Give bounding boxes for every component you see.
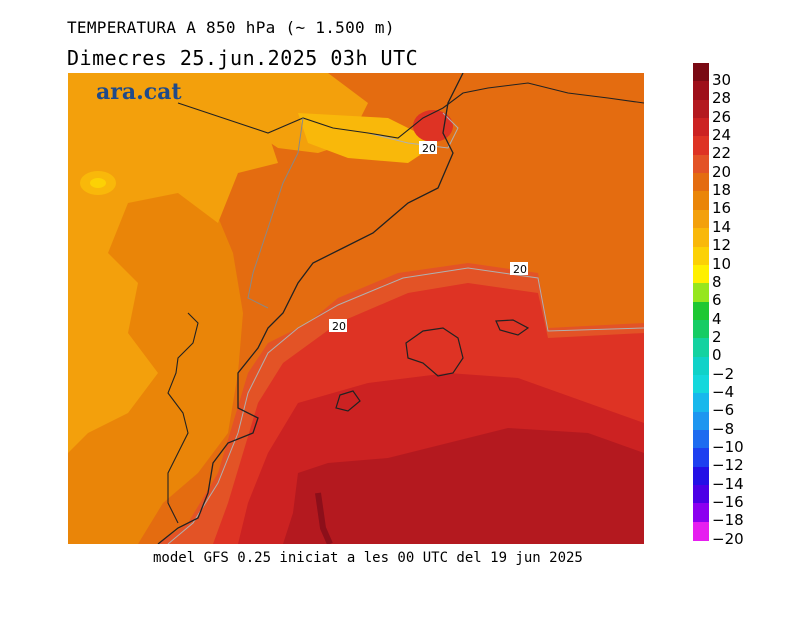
legend-label: −4	[712, 382, 735, 401]
temperature-map: 20 20 20 ara.cat	[68, 73, 644, 544]
legend-swatch	[693, 136, 709, 156]
legend-label: 8	[712, 272, 722, 291]
hotspot-ne	[413, 110, 453, 142]
legend-label: 24	[712, 126, 732, 145]
legend-swatch	[693, 99, 709, 119]
legend-swatch	[693, 319, 709, 339]
border-north	[177, 82, 644, 139]
legend-label: −2	[712, 364, 735, 383]
border-internal	[247, 117, 304, 309]
legend-label: 12	[712, 236, 732, 255]
legend-label: 16	[712, 199, 732, 218]
legend-swatch	[693, 521, 709, 541]
legend-swatch	[693, 338, 709, 358]
svg-text:20: 20	[422, 142, 436, 155]
legend-label: 30	[712, 71, 732, 89]
legend-swatch	[693, 466, 709, 486]
island-mallorca	[405, 327, 464, 377]
contour-20	[167, 267, 644, 544]
legend-swatch	[693, 228, 709, 248]
legend-swatch	[693, 393, 709, 413]
legend-label: 28	[712, 89, 732, 108]
legend-label: 22	[712, 144, 732, 163]
warm-tongue	[315, 492, 333, 544]
legend-swatch	[693, 63, 709, 82]
legend-swatch	[693, 246, 709, 266]
legend-swatch	[693, 81, 709, 101]
border-west	[167, 312, 199, 524]
legend-swatch	[693, 118, 709, 138]
legend-swatch	[693, 485, 709, 505]
legend-label: 0	[712, 346, 722, 365]
legend-swatch	[693, 301, 709, 321]
svg-text:20: 20	[332, 320, 346, 333]
legend-label: −8	[712, 419, 735, 438]
island-menorca	[495, 319, 530, 336]
legend-label: −18	[712, 511, 744, 530]
band-10-12	[298, 113, 438, 163]
band-12-14	[68, 73, 278, 453]
legend-swatch	[693, 411, 709, 431]
band-24-26	[283, 428, 644, 544]
coastline	[157, 73, 464, 544]
legend-label: 18	[712, 181, 732, 200]
legend-label: −6	[712, 401, 735, 420]
legend-swatch	[693, 283, 709, 303]
svg-text:20: 20	[513, 263, 527, 276]
contour-label-3: 20	[329, 319, 347, 333]
contour-label-2: 20	[510, 262, 528, 276]
legend-label: 26	[712, 107, 732, 126]
model-info: model GFS 0.25 iniciat a les 00 UTC del …	[153, 550, 583, 566]
legend-label: 14	[712, 217, 732, 236]
legend-label: −20	[712, 529, 744, 548]
legend-label: −14	[712, 474, 744, 493]
contour-label-1: 20	[419, 141, 437, 155]
legend-swatch	[693, 448, 709, 468]
legend-swatch	[693, 154, 709, 174]
legend-label: 10	[712, 254, 732, 273]
legend-swatch	[693, 356, 709, 376]
legend-label: −10	[712, 438, 744, 456]
band-8-10	[90, 178, 106, 188]
legend-swatch	[693, 264, 709, 284]
legend-label: 6	[712, 291, 722, 310]
legend-label: 20	[712, 162, 732, 181]
temperature-field: 20 20 20	[68, 73, 644, 544]
legend-label: 4	[712, 309, 722, 328]
ara-cat-logo: ara.cat	[96, 79, 182, 105]
legend-swatch	[693, 430, 709, 449]
legend-swatch	[693, 374, 709, 394]
island-eivissa	[335, 390, 361, 412]
map-date: Dimecres 25.jun.2025 03h UTC	[67, 46, 419, 70]
legend-swatch	[693, 209, 709, 229]
legend-swatch	[693, 173, 709, 193]
map-title: TEMPERATURA A 850 hPa (~ 1.500 m)	[67, 18, 395, 37]
contour-20-north	[367, 112, 459, 149]
legend-label: 2	[712, 327, 722, 346]
legend-swatch	[693, 191, 709, 211]
legend-label: −16	[712, 493, 744, 512]
legend-swatch	[693, 503, 709, 523]
legend-label: −12	[712, 456, 744, 475]
